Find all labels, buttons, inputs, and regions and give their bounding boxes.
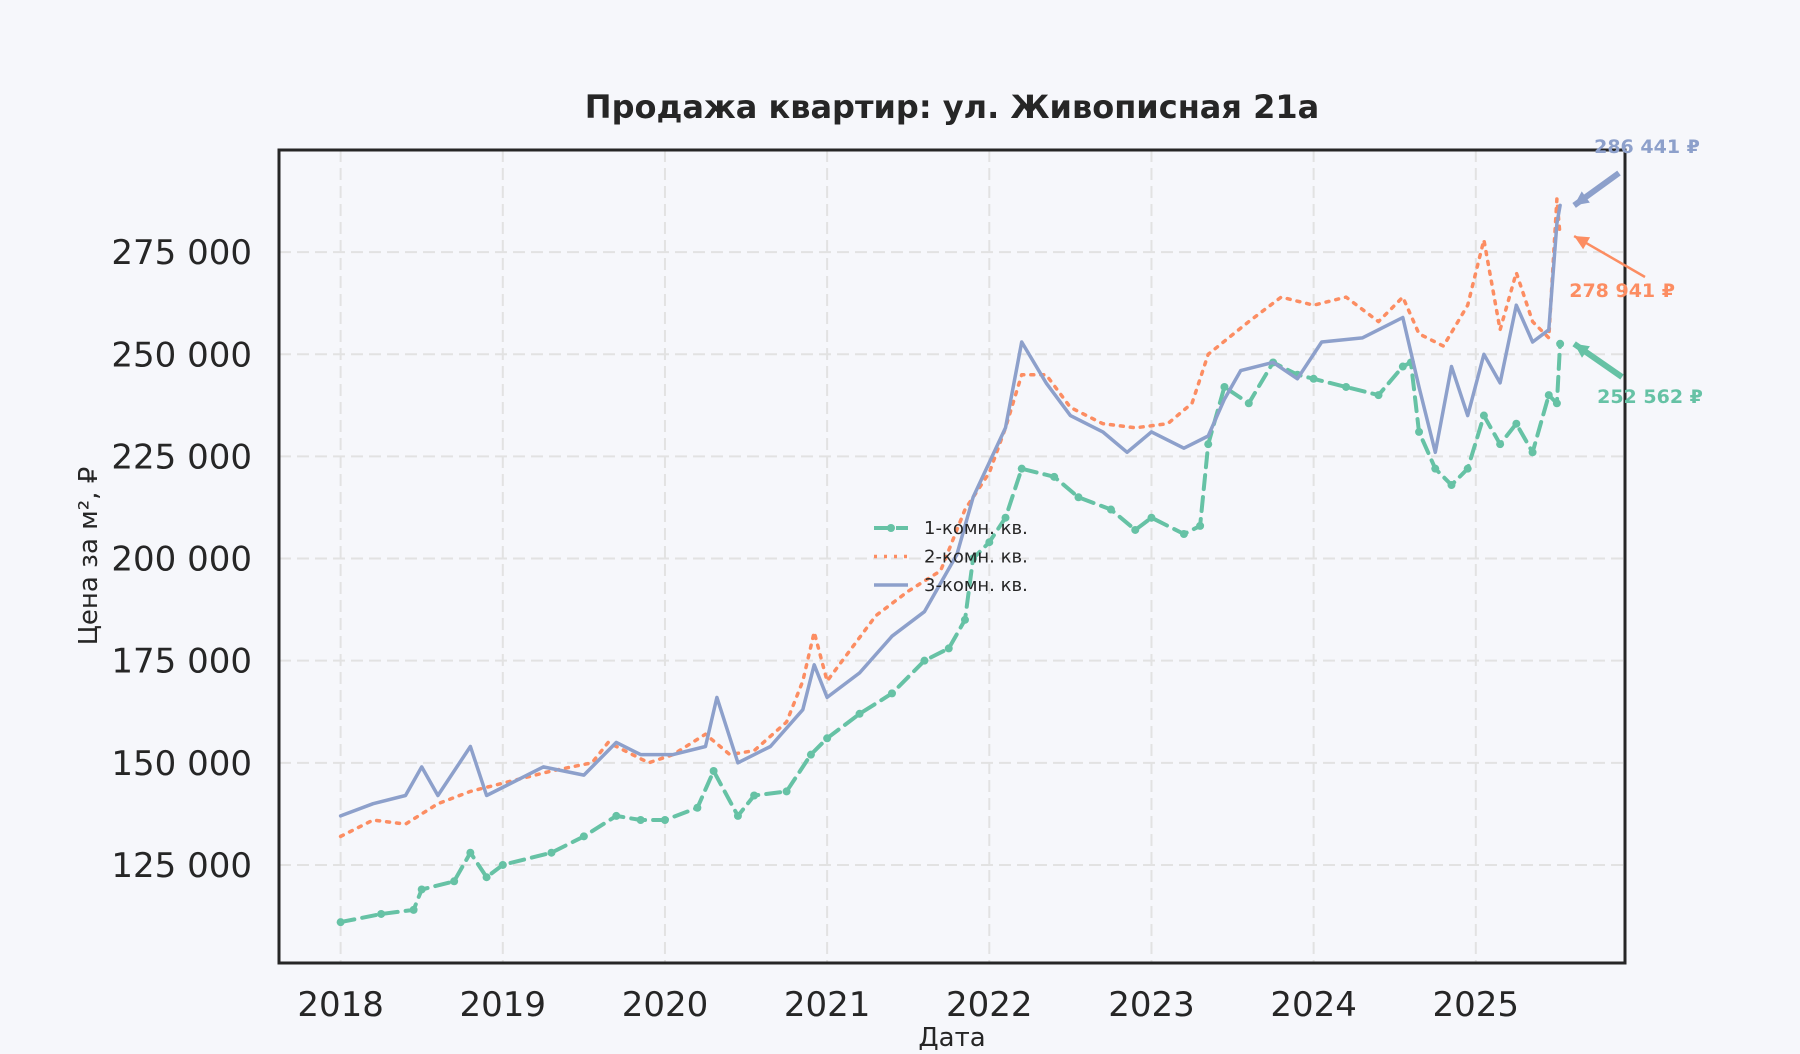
legend-label: 3-комн. кв. <box>924 575 1028 596</box>
data-point-marker <box>409 905 418 914</box>
data-point-marker <box>1106 505 1115 514</box>
grid <box>279 150 1625 963</box>
data-point-marker <box>944 644 953 653</box>
data-point-marker <box>1374 391 1383 400</box>
data-point-marker <box>1496 440 1505 449</box>
series-line-3 <box>338 203 1562 818</box>
annotation-arrowhead <box>1574 236 1591 250</box>
annotation-arrowhead <box>1574 343 1590 358</box>
data-point-marker <box>579 832 588 841</box>
data-point-marker <box>1309 374 1318 383</box>
legend-marker <box>887 524 895 532</box>
data-point-marker <box>782 787 791 796</box>
chart-title: Продажа квартир: ул. Живописная 21а <box>585 88 1319 126</box>
data-point-marker <box>1001 513 1010 522</box>
data-point-marker <box>1544 391 1553 400</box>
series-line-1 <box>338 341 1563 925</box>
data-point-marker <box>1050 472 1059 481</box>
data-point-marker <box>482 873 491 882</box>
data-point-marker <box>1479 411 1488 420</box>
data-point-marker <box>1220 382 1229 391</box>
data-point-marker <box>417 885 426 894</box>
end-value-label: 286 441 ₽ <box>1594 136 1700 158</box>
data-point-marker <box>377 909 386 918</box>
y-tick-label: 225 000 <box>111 437 252 477</box>
data-point-marker <box>1463 464 1472 473</box>
y-tick-label: 275 000 <box>111 233 252 273</box>
data-point-marker <box>1017 464 1026 473</box>
axis-ticks: 125 000 150 000 175 000 200 000 225 000 250 0… <box>111 233 1519 1025</box>
data-point-marker <box>636 816 645 825</box>
data-point-marker <box>466 848 475 857</box>
data-point-marker <box>1074 493 1083 502</box>
x-tick-label: 2025 <box>1433 985 1520 1025</box>
data-point-marker <box>985 538 994 547</box>
data-point-marker <box>1244 399 1253 408</box>
data-point-marker <box>1196 521 1205 530</box>
data-point-marker <box>1556 339 1565 348</box>
data-point-marker <box>1552 399 1561 408</box>
data-point-marker <box>1512 419 1521 428</box>
x-tick-label: 2020 <box>622 985 709 1025</box>
data-point-marker <box>823 734 832 743</box>
annotation-arrowhead <box>1574 191 1590 206</box>
legend: 1-комн. кв. 2-комн. кв. 3-комн. кв. <box>874 518 1028 596</box>
data-point-marker <box>1431 464 1440 473</box>
legend-label: 1-комн. кв. <box>924 518 1028 539</box>
plot-frame <box>277 148 1627 965</box>
y-tick-label: 200 000 <box>111 540 252 580</box>
data-point-marker <box>660 816 669 825</box>
x-tick-label: 2018 <box>297 985 384 1025</box>
data-point-marker <box>1179 530 1188 539</box>
x-tick-label: 2024 <box>1270 985 1357 1025</box>
x-tick-label: 2019 <box>460 985 547 1025</box>
data-point-marker <box>547 848 556 857</box>
data-point-marker <box>1415 427 1424 436</box>
data-point-marker <box>1204 440 1213 449</box>
x-axis-title: Дата <box>918 1023 985 1050</box>
x-tick-label: 2021 <box>784 985 871 1025</box>
end-value-label: 278 941 ₽ <box>1569 280 1675 302</box>
data-point-marker <box>733 811 742 820</box>
data-point-marker <box>709 766 718 775</box>
y-tick-label: 150 000 <box>111 744 252 784</box>
data-point-marker <box>960 615 969 624</box>
y-tick-label: 175 000 <box>111 642 252 682</box>
data-point-marker <box>920 656 929 665</box>
series-group <box>336 197 1565 927</box>
legend-label: 2-комн. кв. <box>924 547 1028 568</box>
data-point-marker <box>450 877 459 886</box>
data-point-marker <box>1447 481 1456 490</box>
data-point-marker <box>1131 525 1140 534</box>
y-axis-title: Цена за м², ₽ <box>74 467 104 646</box>
y-tick-label: 125 000 <box>111 846 252 886</box>
data-point-marker <box>498 860 507 869</box>
data-point-marker <box>887 689 896 698</box>
data-point-marker <box>969 554 978 563</box>
data-point-marker <box>750 791 759 800</box>
data-point-marker <box>1342 382 1351 391</box>
data-point-marker <box>612 811 621 820</box>
series-line-2 <box>338 197 1562 839</box>
x-tick-label: 2023 <box>1108 985 1195 1025</box>
end-annotations: 252 562 ₽ 278 941 ₽ 286 441 ₽ <box>1569 136 1703 408</box>
y-tick-label: 250 000 <box>111 335 252 375</box>
end-value-label: 252 562 ₽ <box>1597 386 1703 408</box>
data-point-marker <box>806 750 815 759</box>
data-point-marker <box>1398 362 1407 371</box>
data-point-marker <box>693 803 702 812</box>
data-point-marker <box>1147 513 1156 522</box>
x-tick-label: 2022 <box>946 985 1033 1025</box>
data-point-marker <box>855 709 864 718</box>
data-point-marker <box>336 918 345 927</box>
data-point-marker <box>1528 448 1537 457</box>
